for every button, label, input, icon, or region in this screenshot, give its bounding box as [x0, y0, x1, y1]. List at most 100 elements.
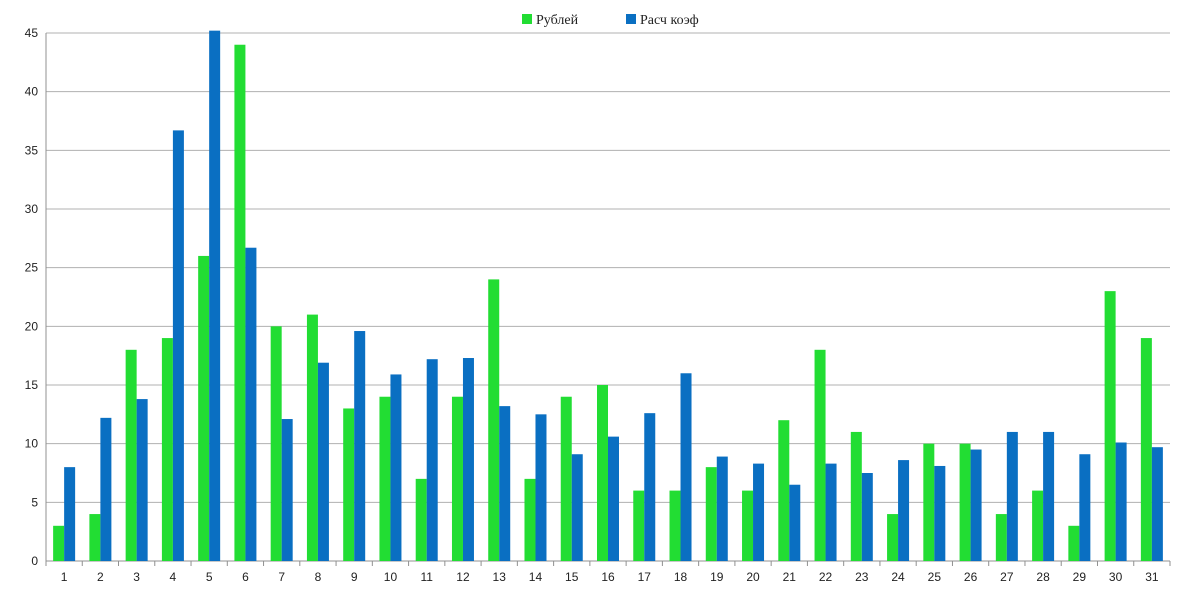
bar-rubles-23 — [850, 431, 862, 561]
bar-coef-23 — [861, 473, 873, 561]
y-tick-label: 0 — [31, 554, 38, 568]
x-tick-label: 28 — [1036, 570, 1050, 584]
x-tick-label: 19 — [710, 570, 724, 584]
bar-coef-5 — [209, 30, 221, 562]
bar-rubles-16 — [597, 385, 608, 561]
x-tick-labels: 1 2 3 4 5 6 7 8 9 10 11 12 13 14 15 16 17 18 19 20 21 22 23 24 2… — [61, 570, 1159, 584]
bar-rubles-29 — [1068, 525, 1080, 561]
x-tick-label: 30 — [1109, 570, 1123, 584]
bar-rubles-27 — [995, 514, 1007, 561]
bar-rubles-25 — [923, 443, 935, 561]
bar-rubles-5 — [198, 255, 210, 561]
x-tick-label: 5 — [206, 570, 213, 584]
bar-rubles-8 — [306, 314, 318, 561]
bar-coef-4 — [172, 130, 184, 562]
bar-rubles-7 — [270, 326, 282, 561]
x-tick-label: 18 — [674, 570, 688, 584]
bar-coef-26 — [970, 449, 982, 561]
bar-rubles-28 — [1032, 490, 1044, 561]
bar-coef-6 — [245, 247, 257, 561]
bar-coef-11 — [426, 359, 438, 561]
bar-rubles-24 — [887, 514, 899, 561]
y-tick-label: 10 — [25, 437, 39, 451]
bar-coef-30 — [1115, 442, 1127, 561]
bar-rubles-21 — [778, 420, 790, 561]
bar-coef-27 — [1006, 431, 1018, 561]
y-tick-label: 15 — [25, 378, 39, 392]
x-tick-label: 2 — [97, 570, 104, 584]
gridlines — [46, 32, 1170, 503]
y-tick-labels: 0 5 10 15 20 25 30 35 40 45 — [25, 26, 39, 568]
bar-coef-7 — [281, 419, 293, 561]
bar-rubles-22 — [814, 349, 826, 561]
bar-rubles-1 — [53, 525, 65, 561]
x-tick-label: 6 — [242, 570, 249, 584]
x-tick-label: 22 — [819, 570, 833, 584]
legend-label: Расч коэф — [640, 13, 699, 28]
bar-coef-13 — [499, 406, 511, 561]
bar-coef-3 — [136, 399, 148, 561]
x-tick-label: 29 — [1073, 570, 1087, 584]
bar-rubles-19 — [705, 467, 717, 561]
x-tick-label: 24 — [891, 570, 905, 584]
bar-rubles-4 — [161, 338, 173, 561]
bar-rubles-15 — [560, 396, 572, 561]
bar-rubles-9 — [343, 408, 355, 561]
bar-coef-15 — [571, 454, 583, 561]
bar-coef-20 — [753, 463, 765, 561]
x-tick-label: 23 — [855, 570, 869, 584]
x-tick-label: 11 — [420, 570, 433, 584]
x-tick-label: 9 — [351, 570, 358, 584]
x-tick-label: 3 — [133, 570, 140, 584]
bar-rubles-20 — [742, 490, 754, 561]
x-tick-label: 14 — [529, 570, 543, 584]
bar-coef-19 — [716, 456, 728, 561]
x-tick-label: 21 — [783, 570, 797, 584]
bar-coef-22 — [825, 463, 837, 561]
bar-rubles-11 — [415, 478, 427, 561]
bar-rubles-13 — [488, 279, 500, 561]
x-tick-label: 31 — [1145, 570, 1159, 584]
bar-coef-28 — [1043, 431, 1055, 561]
y-tick-label: 5 — [31, 495, 38, 509]
y-tick-label: 20 — [25, 319, 39, 333]
x-tick-label: 15 — [565, 570, 579, 584]
bar-rubles-6 — [234, 44, 246, 561]
bar-coef-10 — [390, 374, 402, 561]
x-tick-label: 16 — [601, 570, 615, 584]
bar-rubles-31 — [1140, 338, 1152, 561]
bar-rubles-10 — [379, 396, 391, 561]
legend-swatch — [626, 14, 636, 24]
y-tick-label: 35 — [25, 143, 39, 157]
legend: Рублей Расч коэф — [522, 13, 699, 28]
bar-rubles-2 — [89, 514, 101, 561]
bar-rubles-30 — [1104, 291, 1116, 561]
y-tick-label: 25 — [25, 261, 39, 275]
bar-coef-29 — [1079, 454, 1091, 561]
y-tick-label: 30 — [25, 202, 39, 216]
bar-rubles-14 — [524, 478, 536, 561]
bar-coef-14 — [535, 414, 547, 561]
bar-coef-12 — [462, 358, 474, 561]
x-tick-label: 12 — [456, 570, 470, 584]
bar-coef-2 — [100, 417, 112, 561]
bar-coef-21 — [789, 484, 801, 561]
bar-coef-25 — [934, 465, 946, 561]
bar-coef-24 — [898, 460, 910, 561]
bar-rubles-12 — [451, 396, 463, 561]
x-tick-label: 4 — [170, 570, 177, 584]
x-tick-label: 13 — [493, 570, 507, 584]
bar-coef-1 — [64, 467, 76, 561]
bar-rubles-26 — [959, 443, 971, 561]
x-tick-label: 7 — [278, 570, 285, 584]
x-tick-label: 8 — [315, 570, 322, 584]
bar-coef-9 — [354, 331, 366, 561]
bars — [53, 30, 1163, 562]
legend-swatch — [522, 14, 532, 24]
x-tick-label: 20 — [746, 570, 760, 584]
y-tick-label: 45 — [25, 26, 39, 40]
x-tick-label: 10 — [384, 570, 398, 584]
x-tick-label: 17 — [638, 570, 652, 584]
